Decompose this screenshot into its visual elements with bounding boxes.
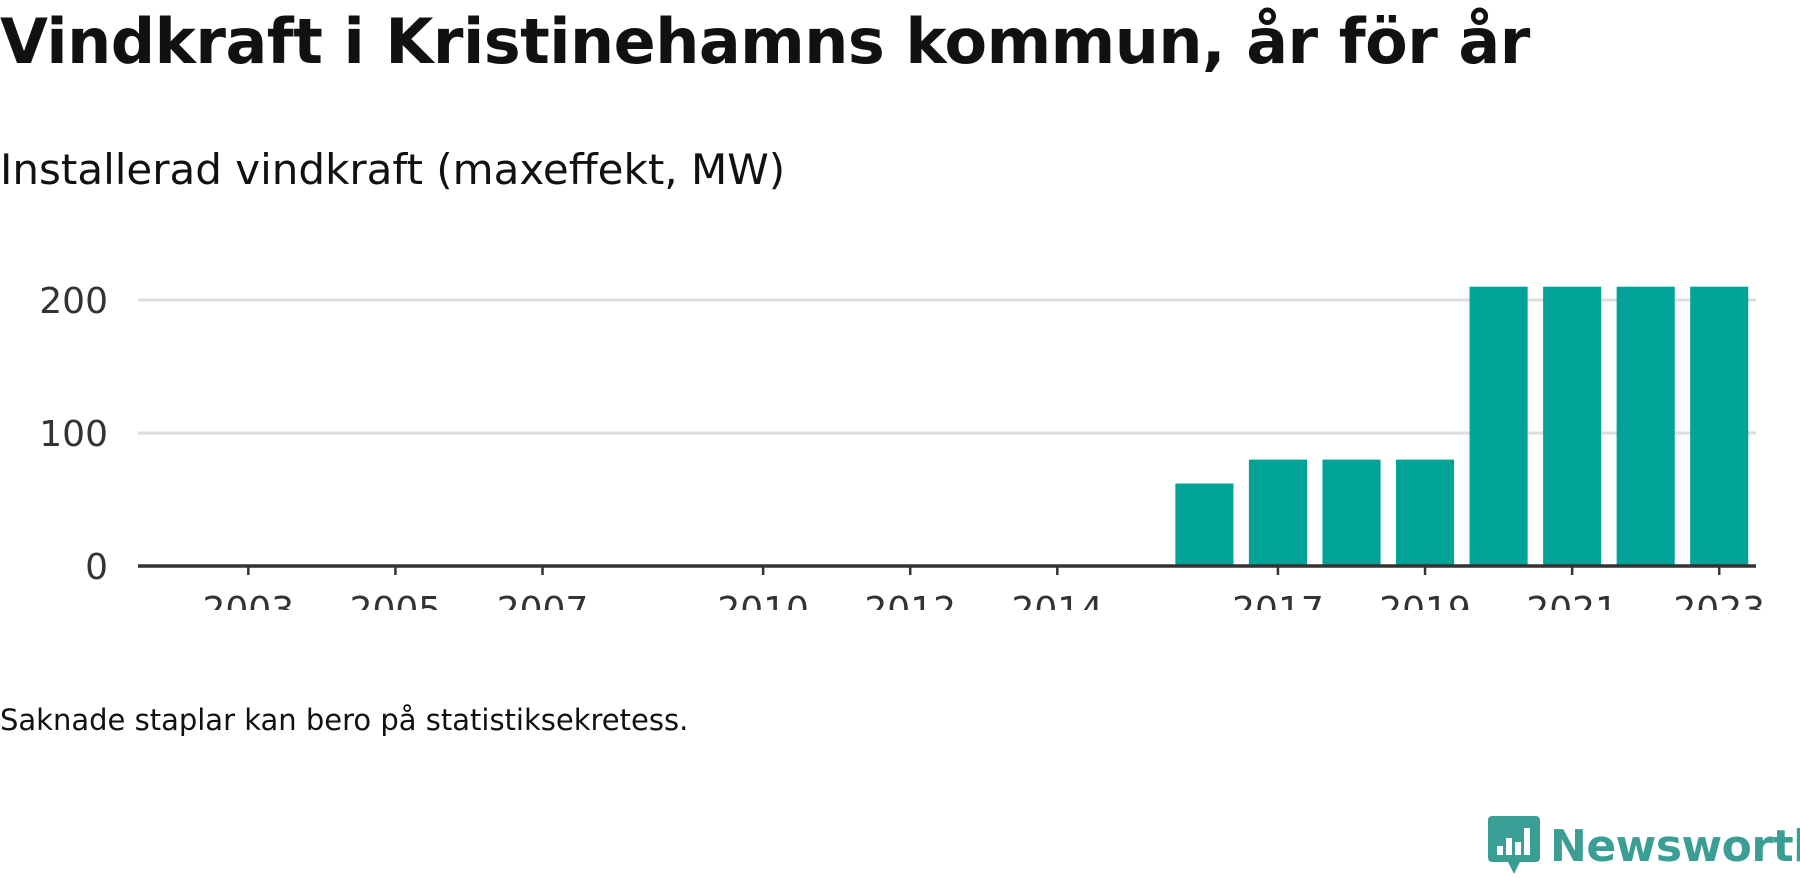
x-tick-label: 2019 (1379, 590, 1471, 610)
brand-name: Newsworthy (1550, 821, 1800, 872)
x-tick-label: 2005 (350, 590, 442, 610)
chart-title: Vindkraft i Kristinehamns kommun, år för… (0, 5, 1530, 78)
x-tick-label: 2007 (497, 590, 589, 610)
newsworthy-logo-icon (1488, 816, 1540, 874)
brand-logo: Newsworthy (1488, 816, 1800, 878)
x-tick-label: 2003 (203, 590, 295, 610)
x-axis-ticks: 2003 2005 2007 2010 2012 2014 2017 2019 2021 2023 (203, 566, 1765, 610)
bar-chart: 0 100 200 2003 2005 2007 2010 2012 2014 2017 2019… (39, 281, 1765, 610)
y-axis-ticks: 0 100 200 (39, 281, 108, 588)
footnote: Saknade staplar kan bero på statistiksek… (0, 703, 689, 737)
x-tick-label: 2017 (1232, 590, 1324, 610)
x-tick-label: 2010 (717, 590, 809, 610)
y-tick-label: 0 (85, 547, 108, 588)
y-tick-label: 100 (39, 414, 108, 455)
bars (1175, 286, 1749, 566)
y-tick-label: 200 (39, 281, 108, 322)
bar-2019 (1395, 459, 1455, 566)
chart-subtitle: Installerad vindkraft (maxeffekt, MW) (0, 145, 786, 194)
bar-2020 (1469, 286, 1528, 566)
x-tick-label: 2014 (1012, 590, 1104, 610)
bar-2017 (1248, 459, 1308, 566)
x-tick-label: 2021 (1526, 590, 1618, 610)
bar-2023 (1690, 286, 1749, 566)
x-tick-label: 2012 (864, 590, 956, 610)
bar-2016 (1175, 483, 1234, 566)
x-tick-label: 2023 (1673, 590, 1765, 610)
bar-2021 (1543, 286, 1602, 566)
bar-2022 (1616, 286, 1675, 566)
bar-2018 (1322, 459, 1381, 566)
